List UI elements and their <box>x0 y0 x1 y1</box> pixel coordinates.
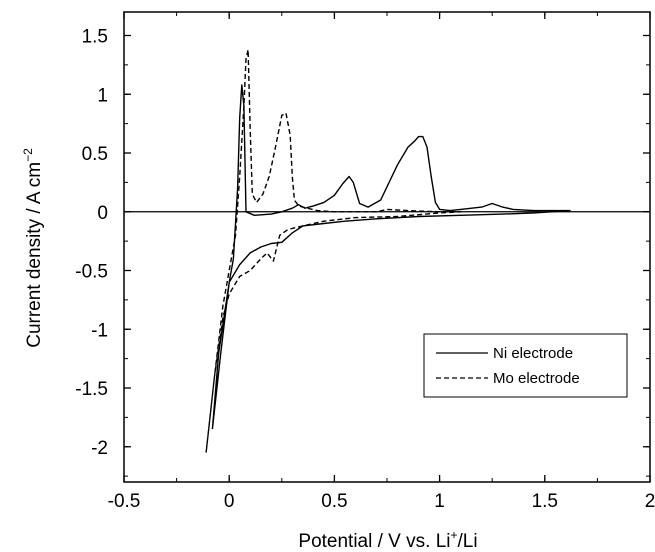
axis-ticks <box>123 12 651 482</box>
y-tick-label: -1.5 <box>75 379 108 400</box>
y-axis-title: Current density / A cm−2 <box>21 148 45 348</box>
x-axis-title: Potential / V vs. Li+/Li <box>298 528 477 552</box>
plot-area-frame <box>123 11 651 483</box>
x-tick-label: 0.5 <box>321 491 347 512</box>
x-axis-title-sup: + <box>450 528 457 542</box>
series-line-mo-electrode <box>205 48 462 453</box>
y-tick-label: 1.5 <box>82 27 108 48</box>
y-tick-label: -2 <box>91 438 108 459</box>
axis-tick-labels: -0.5 0 0.5 1 1.5 2 -2 -1.5 -1 -0.5 0 0.5 1 1.5 <box>75 27 655 513</box>
y-axis-title-sup: −2 <box>21 148 35 162</box>
legend-box <box>423 333 628 398</box>
y-tick-label: 0.5 <box>82 144 108 165</box>
x-tick-label: 1 <box>434 491 445 512</box>
y-tick-label: -0.5 <box>75 262 108 283</box>
x-tick-label: -0.5 <box>108 491 141 512</box>
x-axis-title-tail: /Li <box>458 531 478 552</box>
y-tick-label: 1 <box>97 85 108 106</box>
legend-label-ni: Ni electrode <box>493 345 573 362</box>
x-tick-label: 1.5 <box>532 491 558 512</box>
y-tick-label: 0 <box>97 203 108 224</box>
x-axis-title-main: Potential / V vs. Li <box>298 531 450 552</box>
x-tick-label: 0 <box>224 491 235 512</box>
series-line-ni-electrode <box>211 84 571 430</box>
data-series-group <box>205 48 571 453</box>
legend: Ni electrode Mo electrode <box>423 333 628 398</box>
y-axis-title-main: Current density / A cm <box>24 162 45 348</box>
y-tick-label: -1 <box>91 320 108 341</box>
legend-label-mo: Mo electrode <box>493 370 580 387</box>
x-tick-label: 2 <box>645 491 655 512</box>
